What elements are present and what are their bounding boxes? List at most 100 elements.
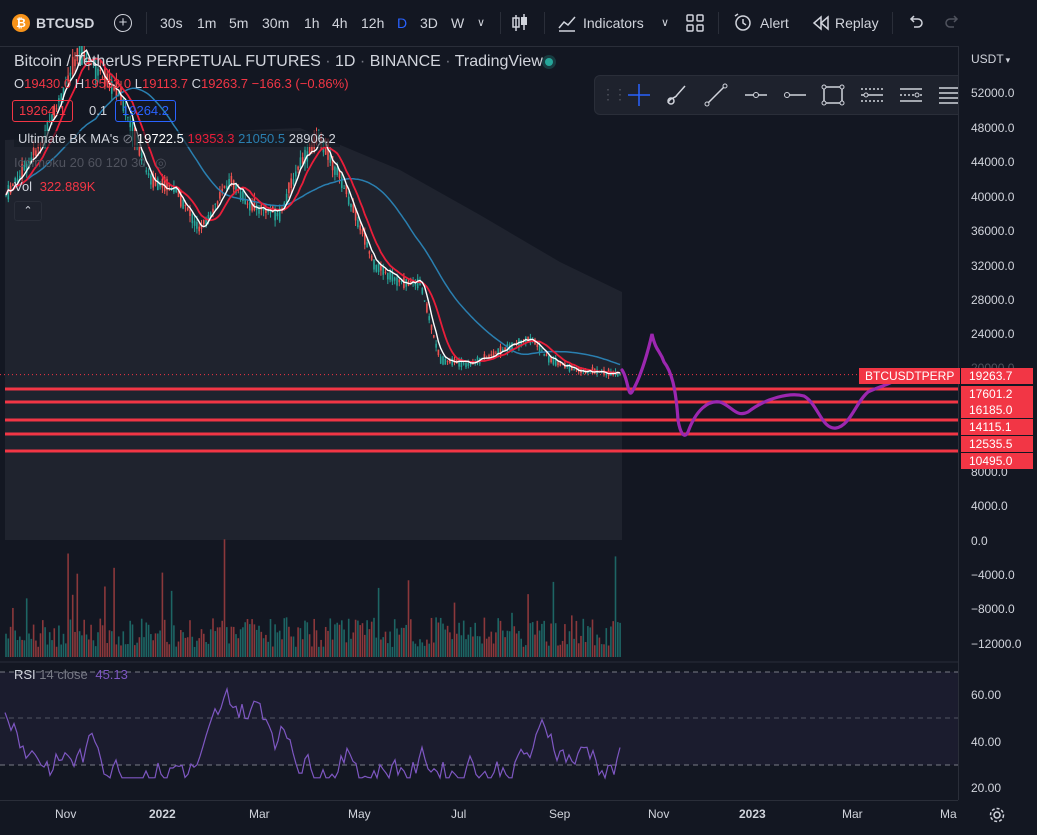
alert-button[interactable]: Alert <box>760 15 789 31</box>
volume-bar <box>428 643 430 657</box>
volume-bar <box>166 641 168 657</box>
trendline-icon[interactable] <box>702 81 730 109</box>
volume-bar <box>324 626 327 657</box>
rsi-legend[interactable]: RSI 14 close 45.13 <box>14 667 128 682</box>
ichimoku-legend[interactable]: Ichimoku 20 60 120 30 ◎ <box>14 155 167 171</box>
undo-icon[interactable] <box>906 15 924 31</box>
candle-body <box>90 62 92 65</box>
candles-icon[interactable] <box>510 13 530 33</box>
volume-bar <box>352 632 355 657</box>
time-label: Nov <box>648 807 670 821</box>
candle-body <box>9 185 12 194</box>
interval-1m[interactable]: 1m <box>197 15 217 31</box>
replay-button[interactable]: Replay <box>835 15 879 31</box>
volume-bar <box>598 637 601 657</box>
rsi-line <box>4 686 621 780</box>
candle-body <box>497 348 499 356</box>
close-label: C <box>191 76 202 91</box>
chart-canvas[interactable] <box>0 46 958 800</box>
indicators-chevron-icon[interactable]: ∨ <box>661 17 670 29</box>
price-tick: 44000.0 <box>971 155 1015 169</box>
close-value: 19263.7 <box>201 76 249 91</box>
sell-button[interactable]: 19264.1 <box>12 100 73 122</box>
redo-icon[interactable] <box>944 15 962 31</box>
volume-bar <box>237 638 240 657</box>
price-axis[interactable]: USDT ▾ 52000.0 48000.0 44000.0 40000.0 36… <box>958 46 1037 800</box>
alert-icon[interactable] <box>733 13 753 33</box>
indicators-button[interactable]: Indicators <box>583 15 644 31</box>
candle-body <box>343 187 345 189</box>
high-value: 19563.0 <box>84 76 132 91</box>
interval-3d[interactable]: 3D <box>420 15 438 31</box>
interval-4h[interactable]: 4h <box>332 15 348 31</box>
time-axis[interactable]: Nov 2022 Mar May Jul Sep Nov 2023 Mar Ma <box>0 800 958 835</box>
candle-body <box>212 208 214 212</box>
candle-body <box>554 358 557 366</box>
candle-body <box>177 187 180 198</box>
ma-indicator-legend[interactable]: Ultimate BK MA's ⊘ 19722.5 19353.3 21050… <box>14 131 340 147</box>
volume-tick: 0.0 <box>971 534 988 548</box>
price-chart[interactable] <box>0 46 958 800</box>
candle-body <box>301 157 304 164</box>
replay-icon[interactable] <box>812 15 830 31</box>
symbol-search-button[interactable]: BTCUSD <box>36 15 95 31</box>
interval-5m[interactable]: 5m <box>229 15 249 31</box>
volume-bar <box>42 620 44 657</box>
rsi-value: 45.13 <box>95 667 128 682</box>
volume-bar <box>334 624 336 657</box>
horizontal-ray-icon[interactable] <box>781 81 809 109</box>
volume-legend[interactable]: Vol 322.889K <box>14 179 95 194</box>
volume-bar <box>134 645 136 657</box>
volume-bar <box>479 636 481 657</box>
ma-red-line <box>5 57 621 374</box>
volume-bar <box>154 633 157 657</box>
ma-source-icon: ⊘ <box>122 131 137 146</box>
interval-1h[interactable]: 1h <box>304 15 320 31</box>
rectangle-icon[interactable] <box>819 81 847 109</box>
volume-bar <box>120 645 122 657</box>
candle-body <box>290 178 292 189</box>
volume-bar <box>391 646 394 657</box>
interval-d[interactable]: D <box>397 15 408 31</box>
interval-30m[interactable]: 30m <box>262 15 290 31</box>
volume-bar <box>200 629 203 657</box>
volume-bar <box>529 623 532 657</box>
volume-bar <box>573 638 575 657</box>
volume-bar <box>35 640 37 657</box>
layout-icon[interactable] <box>686 14 704 32</box>
menu-icon[interactable] <box>935 81 963 109</box>
candle-body <box>239 191 242 200</box>
volume-bar <box>44 627 46 657</box>
long-position-icon[interactable] <box>858 81 886 109</box>
interval-30s[interactable]: 30s <box>160 15 183 31</box>
drag-handle-icon[interactable]: ⋮⋮ <box>601 86 627 102</box>
candle-body <box>108 72 111 89</box>
volume-bar <box>382 637 384 657</box>
candle-body <box>219 192 221 199</box>
hidden-eye-icon[interactable]: ◎ <box>155 155 167 170</box>
volume-bar <box>186 637 189 657</box>
volume-bar <box>115 644 118 657</box>
interval-12h[interactable]: 12h <box>361 15 385 31</box>
interval-w[interactable]: W <box>451 15 465 31</box>
volume-bar <box>51 640 53 657</box>
collapse-legend-button[interactable]: ⌃ <box>14 201 42 221</box>
indicators-icon[interactable] <box>557 13 577 33</box>
legend-exchange: BINANCE <box>369 53 441 70</box>
volume-bar <box>469 627 472 657</box>
volume-bar <box>543 620 545 657</box>
volume-bar <box>232 626 235 657</box>
buy-button[interactable]: 19264.2 <box>115 100 176 122</box>
add-icon[interactable]: + <box>114 14 132 32</box>
settings-icon[interactable] <box>988 806 1006 824</box>
candle-body <box>499 346 502 356</box>
currency-selector[interactable]: USDT ▾ <box>971 52 1010 66</box>
brush-icon[interactable] <box>663 81 691 109</box>
volume-bar <box>566 644 568 657</box>
short-position-icon[interactable] <box>897 81 925 109</box>
candle-body <box>462 363 465 365</box>
horizontal-line-icon[interactable] <box>742 81 770 109</box>
volume-bar <box>76 573 79 657</box>
crosshair-icon[interactable] <box>625 81 653 109</box>
interval-dropdown-chevron-icon[interactable]: ∨ <box>477 17 486 29</box>
